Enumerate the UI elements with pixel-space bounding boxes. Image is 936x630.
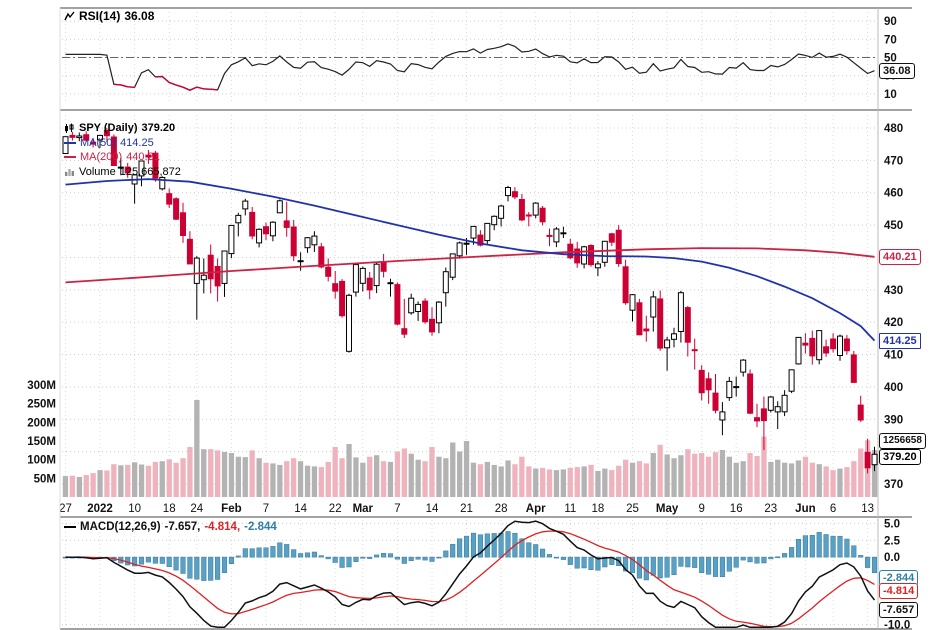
svg-text:2.5: 2.5 [884,535,901,547]
svg-text:50: 50 [884,53,897,65]
svg-text:9: 9 [698,503,704,515]
svg-text:50M: 50M [34,473,56,485]
symbol-legend-row: SPY (Daily) 379.20 [64,121,181,136]
svg-text:18: 18 [163,503,176,515]
macd-signal-value: -4.814, [204,521,241,533]
svg-text:480: 480 [884,123,903,135]
svg-text:Mar: Mar [353,503,374,515]
svg-text:410: 410 [884,350,903,362]
ma200-legend-row: MA(200) 440.21 [64,150,181,165]
svg-text:200M: 200M [27,417,56,429]
svg-text:21: 21 [460,503,473,515]
macd-label: MACD(12,26,9) [80,521,161,533]
svg-text:25: 25 [626,503,639,515]
svg-text:Apr: Apr [526,503,546,515]
rsi-indicator-icon [64,11,75,20]
svg-text:430: 430 [884,285,903,297]
volume-value-badge: 1256658 [879,433,926,449]
svg-text:23: 23 [764,503,777,515]
ma50-label: MA(50) [80,136,117,149]
rsi-oversold-segments [113,75,218,91]
svg-text:7: 7 [394,503,400,515]
ma200-value-badge: 440.21 [879,249,921,265]
ma200-line [65,247,875,284]
svg-text:24: 24 [190,503,203,515]
macd-line-badge: -7.657 [879,602,919,618]
svg-text:Feb: Feb [221,503,241,515]
price-legend-block: SPY (Daily) 379.20 MA(50) 414.25 MA(200)… [64,121,181,179]
svg-text:70: 70 [884,34,897,46]
svg-text:0.0: 0.0 [884,552,900,564]
svg-text:2022: 2022 [87,503,113,515]
macd-signal-line [65,530,875,628]
x-axis-labels: 27 2022 10 18 24 Feb 7 14 22 Mar 7 14 21 28 Apr 11 18 25 M… [59,503,874,515]
svg-text:10: 10 [128,503,141,515]
ma50-value: 414.25 [120,136,154,149]
ma200-value: 440.21 [126,151,160,164]
macd-signal-badge: -4.814 [879,583,919,599]
svg-text:100M: 100M [27,455,56,467]
macd-hist-value: -2.844 [244,521,277,533]
svg-text:370: 370 [884,479,903,491]
rsi-legend: RSI(14) 36.08 [64,9,154,23]
svg-text:5.0: 5.0 [884,518,900,530]
rsi-value: 36.08 [124,9,155,23]
svg-text:90: 90 [884,16,897,28]
volume-bars [62,400,878,497]
svg-text:400: 400 [884,382,903,394]
svg-text:16: 16 [730,503,743,515]
macd-legend: MACD(12,26,9) -7.657, -4.814, -2.844 [64,521,277,533]
svg-text:300M: 300M [27,380,56,392]
ma200-swatch [64,156,76,159]
ma50-legend-row: MA(50) 414.25 [64,136,181,151]
svg-text:28: 28 [495,503,508,515]
ma50-value-badge: 414.25 [879,333,921,349]
svg-text:13: 13 [861,503,874,515]
volume-label: Volume [79,165,116,178]
svg-text:460: 460 [884,188,903,200]
svg-text:14: 14 [426,503,439,515]
svg-text:18: 18 [592,503,605,515]
rsi-line [65,43,875,91]
macd-histogram [62,531,878,581]
svg-text:Jun: Jun [795,503,815,515]
symbol-label: SPY (Daily) [79,122,138,135]
svg-text:6: 6 [830,503,836,515]
candlesticks [62,127,878,474]
svg-text:250M: 250M [27,399,56,411]
macd-swatch [64,526,76,528]
svg-text:14: 14 [294,503,307,515]
volume-legend-row: Volume 125,665,872 [64,165,181,180]
volume-bars-icon [65,169,74,177]
svg-text:-10.0: -10.0 [884,620,910,630]
ma50-line [65,178,876,342]
gridlines [62,12,878,628]
svg-text:27: 27 [59,503,72,515]
last-price-badge: 379.20 [879,449,921,465]
svg-text:11: 11 [564,503,576,515]
svg-text:22: 22 [329,503,342,515]
rsi-label: RSI(14) [79,9,121,23]
svg-text:7: 7 [263,503,269,515]
volume-value: 125,665,872 [119,165,181,178]
svg-text:420: 420 [884,317,903,329]
svg-text:150M: 150M [27,436,56,448]
symbol-last-price: 379.20 [141,122,176,135]
macd-line-value: -7.657, [164,521,201,533]
macd-hist-badge: -2.844 [879,570,919,586]
macd-main-line [65,520,876,629]
svg-text:10: 10 [884,89,897,101]
rsi-value-badge: 36.08 [879,63,915,79]
svg-text:May: May [656,503,679,515]
candlestick-icon [65,123,74,133]
ma200-label: MA(200) [80,151,123,164]
svg-text:390: 390 [884,414,903,426]
svg-text:470: 470 [884,155,903,167]
ma50-swatch [64,141,76,144]
panel-borders [59,7,912,630]
svg-text:450: 450 [884,220,903,232]
